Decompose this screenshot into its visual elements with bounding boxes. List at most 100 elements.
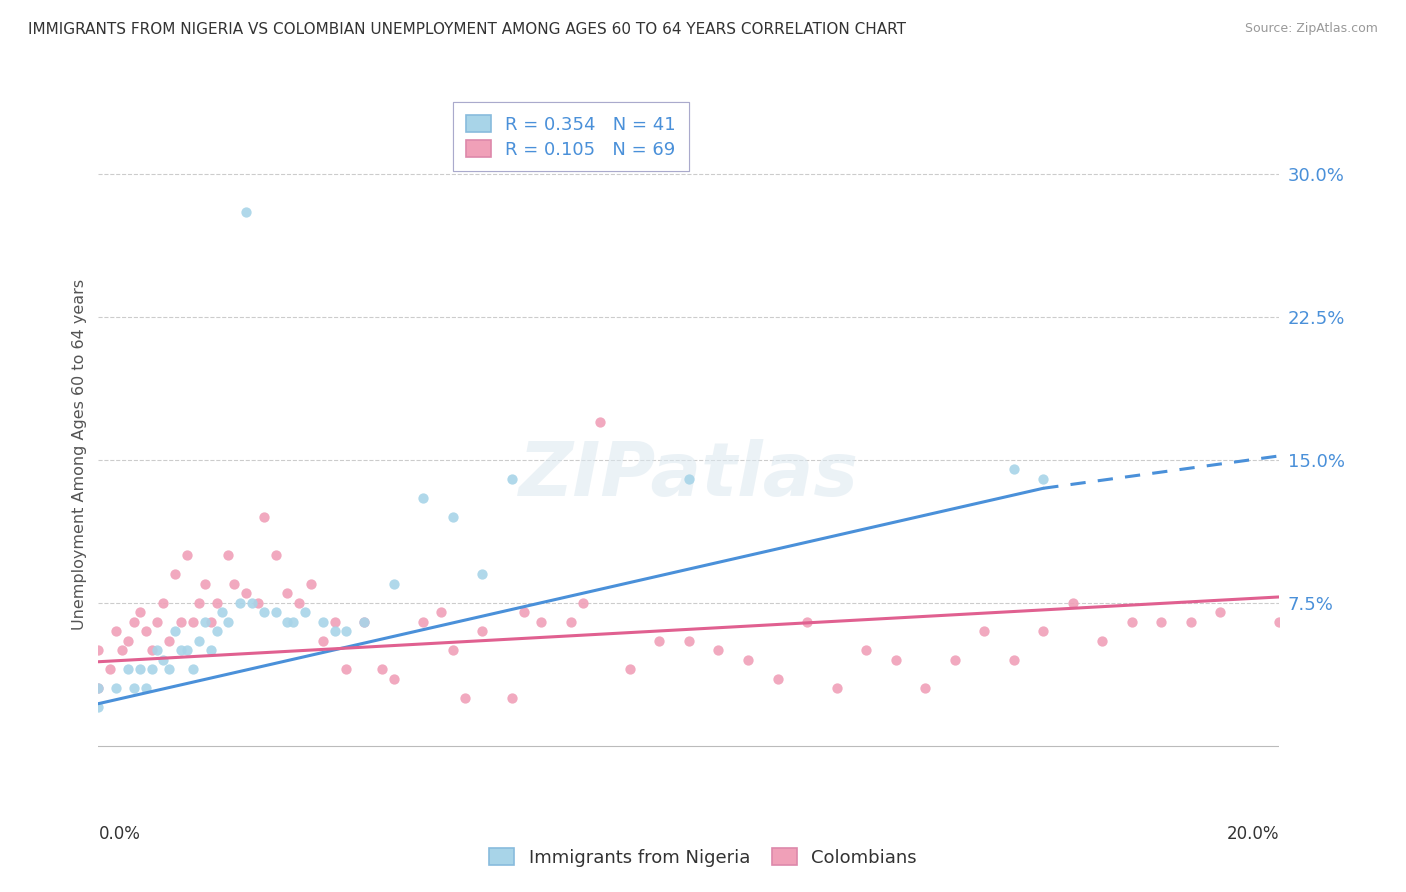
Point [1180,615,1202,629]
Point [648,633,671,648]
Point [117,633,139,648]
Point [1268,615,1291,629]
Point [430,605,453,619]
Point [453,690,475,705]
Point [825,681,848,696]
Point [229,596,252,610]
Point [276,615,298,629]
Point [141,662,163,676]
Point [146,615,169,629]
Point [766,672,789,686]
Point [1121,615,1143,629]
Point [165,624,187,639]
Point [560,615,582,629]
Point [512,605,534,619]
Point [312,615,335,629]
Point [737,653,759,667]
Point [796,615,818,629]
Point [412,491,434,505]
Point [855,643,877,657]
Point [335,662,357,676]
Point [1150,615,1173,629]
Point [323,615,346,629]
Point [194,615,217,629]
Point [224,576,246,591]
Point [181,662,204,676]
Point [619,662,641,676]
Legend: R = 0.354   N = 41, R = 0.105   N = 69: R = 0.354 N = 41, R = 0.105 N = 69 [453,103,689,171]
Point [382,672,405,686]
Point [353,615,375,629]
Point [157,662,180,676]
Point [235,586,257,600]
Point [176,548,198,562]
Point [943,653,966,667]
Point [217,548,239,562]
Point [211,605,233,619]
Point [122,615,145,629]
Point [135,681,157,696]
Point [276,586,298,600]
Point [253,509,276,524]
Point [235,205,257,219]
Point [105,624,128,639]
Point [1062,596,1084,610]
Point [589,415,612,429]
Point [264,605,287,619]
Point [884,653,907,667]
Point [117,662,139,676]
Y-axis label: Unemployment Among Ages 60 to 64 years: Unemployment Among Ages 60 to 64 years [72,279,87,631]
Point [98,662,121,676]
Point [294,605,316,619]
Point [146,643,169,657]
Point [412,615,434,629]
Text: 0.0%: 0.0% [98,825,141,843]
Point [152,596,174,610]
Point [323,624,346,639]
Text: Source: ZipAtlas.com: Source: ZipAtlas.com [1244,22,1378,36]
Point [187,633,209,648]
Point [128,662,150,676]
Point [152,653,174,667]
Point [264,548,287,562]
Point [441,509,464,524]
Point [441,643,464,657]
Point [283,615,305,629]
Point [87,681,110,696]
Point [187,596,209,610]
Point [353,615,375,629]
Point [240,596,263,610]
Point [181,615,204,629]
Point [200,615,222,629]
Point [501,690,523,705]
Point [194,576,217,591]
Point [571,596,593,610]
Point [678,472,700,486]
Point [312,633,335,648]
Point [200,643,222,657]
Text: ZIPatlas: ZIPatlas [519,439,859,512]
Point [157,633,180,648]
Text: IMMIGRANTS FROM NIGERIA VS COLOMBIAN UNEMPLOYMENT AMONG AGES 60 TO 64 YEARS CORR: IMMIGRANTS FROM NIGERIA VS COLOMBIAN UNE… [28,22,905,37]
Point [530,615,553,629]
Point [1002,653,1025,667]
Point [170,615,193,629]
Point [1032,472,1054,486]
Point [253,605,276,619]
Text: 20.0%: 20.0% [1227,825,1279,843]
Point [299,576,322,591]
Point [973,624,995,639]
Legend: Immigrants from Nigeria, Colombians: Immigrants from Nigeria, Colombians [482,841,924,874]
Point [1091,633,1114,648]
Point [288,596,311,610]
Point [1209,605,1232,619]
Point [371,662,394,676]
Point [382,576,405,591]
Point [246,596,269,610]
Point [87,681,110,696]
Point [165,567,187,582]
Point [87,643,110,657]
Point [111,643,134,657]
Point [105,681,128,696]
Point [501,472,523,486]
